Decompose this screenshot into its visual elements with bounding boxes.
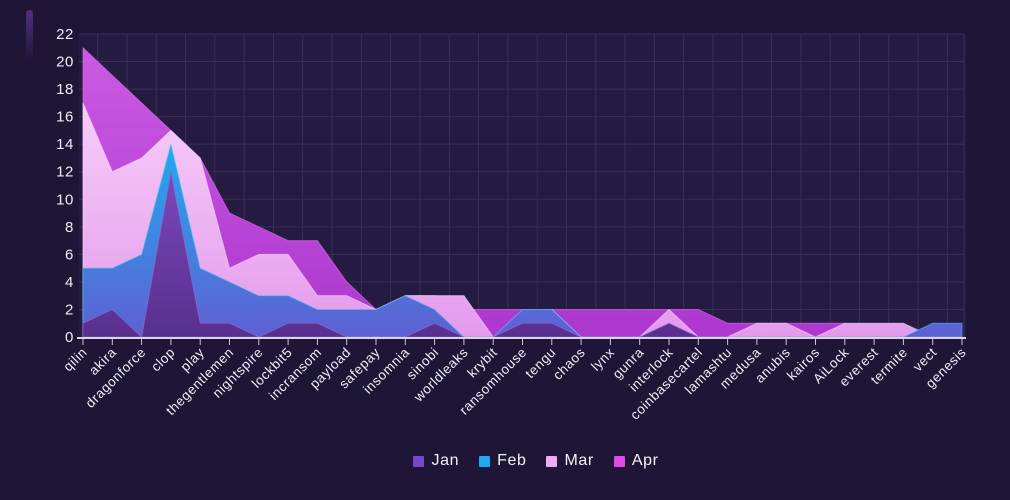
- legend-swatch-jan: [413, 455, 425, 467]
- series-areas: [82, 47, 963, 338]
- y-tick-label: 6: [65, 246, 74, 263]
- legend: Jan Feb Mar Apr: [31, 452, 1010, 470]
- x-category-label: chaos: [550, 345, 588, 383]
- legend-item-apr[interactable]: Apr: [613, 452, 659, 470]
- decorative-streak: [26, 10, 33, 58]
- legend-label: Jan: [431, 452, 460, 469]
- y-tick-label: 14: [56, 136, 74, 153]
- x-category-label: clop: [148, 345, 178, 375]
- legend-item-jan[interactable]: Jan: [413, 452, 459, 470]
- y-tick-label: 16: [56, 109, 74, 126]
- y-tick-label: 12: [56, 164, 74, 181]
- legend-swatch-feb: [479, 455, 491, 467]
- y-tick-label: 2: [65, 301, 74, 318]
- y-axis-labels: 0 2 4 6 8 10 12 14 16 18 20 22: [56, 26, 74, 346]
- y-tick-label: 20: [56, 54, 74, 71]
- legend-item-mar[interactable]: Mar: [546, 452, 593, 470]
- x-category-label: qilin: [60, 345, 90, 375]
- legend-swatch-apr: [613, 455, 625, 467]
- legend-label: Mar: [564, 452, 594, 469]
- y-tick-label: 0: [65, 329, 74, 346]
- legend-swatch-mar: [546, 455, 558, 467]
- y-tick-label: 10: [56, 191, 74, 208]
- legend-item-feb[interactable]: Feb: [479, 452, 526, 470]
- legend-label: Feb: [497, 452, 527, 469]
- y-tick-label: 8: [65, 219, 74, 236]
- legend-label: Apr: [631, 452, 659, 469]
- y-tick-label: 18: [56, 81, 74, 98]
- y-tick-label: 22: [56, 26, 74, 43]
- y-tick-label: 4: [65, 274, 74, 291]
- x-axis: [77, 337, 966, 345]
